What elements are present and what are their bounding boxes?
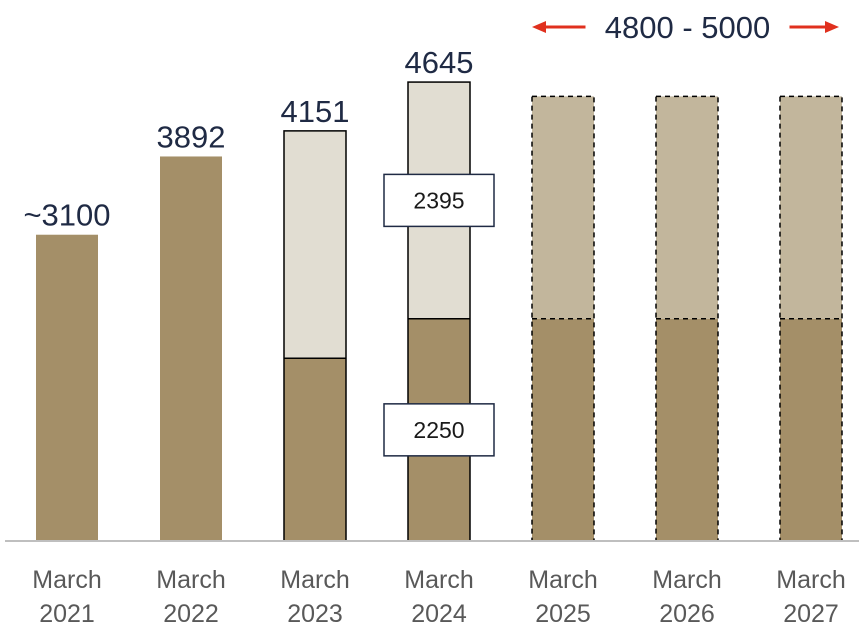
x-tick-label: March 2027 — [776, 566, 845, 628]
range-annotation: 4800 - 5000 — [532, 10, 839, 45]
total-value-label: ~3100 — [23, 198, 110, 233]
bar-segment-upper — [780, 96, 842, 319]
segment-boxes-group: 2395 2250 — [383, 173, 495, 457]
x-tick-label: March 2024 — [404, 566, 473, 628]
total-value-label: 4645 — [405, 45, 474, 80]
bar-segment-base — [160, 156, 222, 541]
bar-outline — [655, 95, 719, 542]
total-value-label: 3892 — [157, 119, 226, 154]
bar-segment-base — [656, 318, 718, 541]
segment-value-label: 2250 — [413, 417, 464, 443]
bar-outline — [779, 95, 843, 542]
bar-segment-upper — [532, 96, 594, 319]
bar-segment-base — [532, 318, 594, 541]
segment-value-box — [383, 403, 495, 457]
x-tick-label: March 2022 — [156, 566, 225, 628]
segment-value-label: 2395 — [413, 187, 464, 213]
bar-segment-base — [36, 234, 98, 541]
x-tick-label: March 2023 — [280, 566, 349, 628]
total-labels-group: ~3100 3892 4151 4645 — [23, 45, 473, 233]
range-arrowhead-right — [825, 21, 839, 33]
x-tick-label: March 2026 — [652, 566, 721, 628]
bars-group — [36, 81, 843, 542]
x-tick-label: March 2025 — [528, 566, 597, 628]
range-arrowhead-left — [532, 21, 546, 33]
bar-segment-base — [284, 358, 346, 541]
x-tick-labels-group: March 2021 March 2022 March 2023 March 2024 Marc… — [32, 566, 845, 628]
range-label: 4800 - 5000 — [605, 10, 770, 45]
bar-segment-base — [780, 318, 842, 541]
bar-segment-upper — [284, 130, 346, 359]
total-value-label: 4151 — [281, 94, 350, 129]
bar-segment-upper — [656, 96, 718, 319]
segment-value-box — [383, 173, 495, 228]
x-tick-label: March 2021 — [32, 566, 101, 628]
bar-outline — [531, 95, 595, 542]
